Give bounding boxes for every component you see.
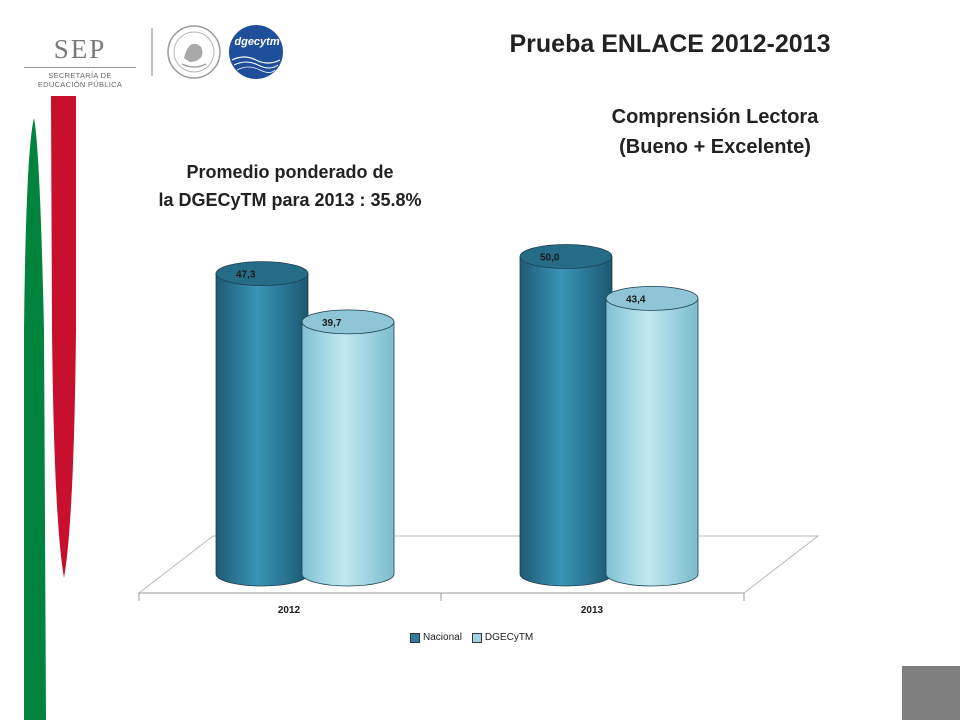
bar-dgecytm-2013 [605, 286, 699, 587]
chart-subtitle: Comprensión Lectora (Bueno + Excelente) [560, 102, 870, 162]
data-label-nacional-2013: 50,0 [540, 253, 560, 264]
dgecytm-logo-icon [229, 25, 283, 79]
legend-item-dgecytm: DGECyTM [471, 632, 534, 643]
subtitle-line1: Comprensión Lectora [611, 106, 819, 128]
mexico-seal-icon [167, 25, 221, 79]
dgecytm-logo-text: dgecytm [234, 36, 280, 48]
page-title: Prueba ENLACE 2012-2013 [509, 30, 831, 58]
subtitle-line2: (Bueno + Excelente) [619, 136, 811, 158]
legend-swatch-dgecytm [471, 632, 482, 643]
corner-gray-block [902, 666, 960, 720]
green-stripe [24, 118, 46, 720]
sep-logo-rule [24, 67, 136, 68]
note-line2: la DGECyTM para 2013 : 35.8% [158, 190, 422, 210]
bar-nacional-2013 [519, 244, 613, 587]
legend-item-nacional: Nacional [410, 632, 462, 643]
bar-dgecytm-2012 [301, 309, 395, 587]
x-tick-label-2013: 2013 [581, 605, 604, 616]
legend-label-dgecytm: DGECyTM [484, 632, 534, 643]
note-line1: Promedio ponderado de [186, 162, 394, 182]
sep-logo-word: SEP [53, 34, 107, 64]
sep-logo-line1: SECRETARÍA DE [48, 71, 112, 80]
legend-swatch-nacional [410, 632, 420, 643]
data-label-dgecytm-2012: 39,7 [322, 318, 342, 329]
x-tick-label-2012: 2012 [278, 605, 301, 616]
sep-logo: SEP SECRETARÍA DE EDUCACIÓN PÚBLICA [24, 34, 136, 89]
data-label-nacional-2012: 47,3 [236, 270, 256, 281]
chart-legend: Nacional DGECyTM [410, 632, 533, 643]
header-logos [151, 25, 283, 79]
weighted-average-note: Promedio ponderado de la DGECyTM para 20… [120, 158, 460, 214]
data-label-dgecytm-2013: 43,4 [626, 294, 646, 305]
bar-nacional-2012 [215, 261, 309, 587]
legend-label-nacional: Nacional [423, 632, 462, 643]
sep-logo-line2: EDUCACIÓN PÚBLICA [37, 80, 123, 89]
red-stripe [51, 96, 76, 578]
